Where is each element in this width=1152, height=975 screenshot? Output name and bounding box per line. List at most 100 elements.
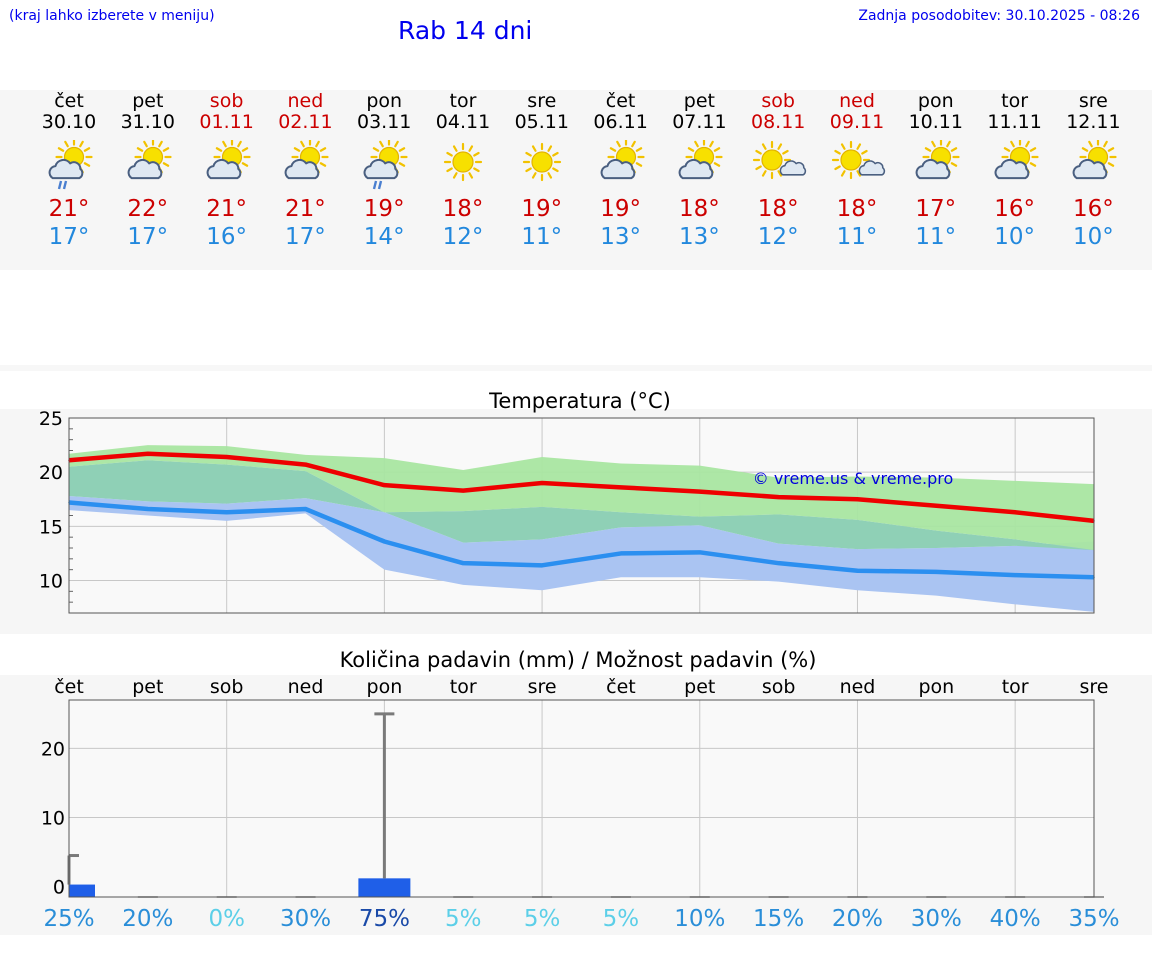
day-column: čet 06.11 19° 13° (581, 90, 661, 251)
max-temp-point (856, 498, 859, 501)
temp-max: 18° (836, 196, 878, 222)
min-temp-point (462, 562, 465, 564)
min-temp-point (304, 508, 307, 510)
min-temp-point (1014, 574, 1016, 576)
max-temp-point (1014, 511, 1016, 514)
day-column: sre 12.11 16° 10° (1053, 90, 1133, 251)
day-name: pon (366, 90, 403, 112)
band-overlap (69, 460, 1094, 551)
min-temp-point (777, 562, 780, 564)
day-date: 31.10 (120, 111, 175, 133)
y-tick-label: 0 (53, 877, 65, 899)
y-tick-label: 15 (39, 516, 63, 538)
precip-probability: 20% (122, 906, 173, 932)
x-category-label: sob (210, 676, 244, 698)
sun-small-cloud-icon (817, 140, 897, 192)
precip-probability: 5% (524, 906, 561, 932)
day-date: 11.11 (987, 111, 1042, 133)
y-tick-label: 10 (41, 808, 65, 830)
precip-probability: 5% (445, 906, 482, 932)
min-temp-point (935, 571, 938, 573)
page-title: Rab 14 dni (398, 16, 533, 45)
temp-max: 19° (600, 196, 641, 222)
x-category-label: pon (918, 676, 954, 698)
x-category-label: tor (450, 676, 477, 698)
sun-icon (423, 140, 503, 192)
temp-min: 14° (363, 224, 405, 250)
temp-max: 16° (1073, 196, 1114, 222)
plot-frame (68, 699, 1095, 898)
y-tick-label: 20 (41, 738, 65, 760)
sun-cloud-icon (659, 138, 739, 192)
precip-probability: 30% (911, 906, 962, 932)
temp-max: 18° (442, 196, 484, 222)
x-category-label: pon (367, 676, 403, 698)
day-date: 09.11 (829, 111, 885, 133)
x-category-label: čet (54, 676, 84, 698)
sun-cloud-rain-icon (29, 138, 109, 192)
day-date: 30.10 (41, 111, 97, 133)
day-column: ned 02.11 21° 17° (265, 90, 345, 251)
precip-bar (69, 884, 95, 897)
temp-min: 10° (994, 224, 1035, 250)
day-column: pet 07.11 18° 13° (659, 90, 739, 251)
max-temp-point (147, 452, 149, 455)
sun-icon (502, 140, 582, 192)
max-temp-point (620, 486, 622, 489)
y-tick-label: 20 (39, 462, 63, 484)
location-hint[interactable]: (kraj lahko izberete v meniju) (9, 8, 215, 24)
sun-cloud-rain-icon (344, 138, 424, 192)
day-date: 03.11 (356, 111, 412, 133)
max-temp-point (935, 504, 938, 507)
day-column: pon 10.11 17° 11° (896, 90, 976, 251)
temp-max: 19° (521, 196, 563, 222)
forecast-strip: čet 30.10 21° 17° pet 31.10 22° 17° sob 01.11 21° 1… (0, 90, 1152, 270)
min-temp-point (541, 564, 543, 567)
day-column: tor 11.11 16° 10° (975, 90, 1055, 251)
temp-min: 12° (757, 224, 799, 250)
day-date: 05.11 (514, 111, 569, 133)
x-category-label: čet (606, 676, 636, 698)
max-temp-point (462, 489, 465, 492)
max-temp-point (777, 496, 780, 498)
min-temp-point (147, 508, 149, 510)
sun-cloud-icon (265, 138, 345, 192)
temp-min: 16° (206, 224, 247, 250)
day-name: sre (527, 90, 557, 112)
x-category-label: sre (1080, 676, 1109, 698)
plot-area (69, 700, 1094, 897)
temp-max: 21° (206, 196, 247, 222)
temp-min: 13° (600, 224, 641, 250)
day-date: 10.11 (908, 111, 963, 133)
temperature-chart-title: Temperatura (°C) (488, 389, 671, 413)
day-name: tor (449, 90, 477, 112)
day-name: pet (132, 90, 164, 112)
day-name: čet (54, 90, 84, 112)
day-name: pet (683, 90, 715, 112)
day-name: pon (917, 90, 954, 112)
day-date: 01.11 (199, 111, 254, 133)
min-temp-point (698, 551, 701, 554)
precip-probability: 10% (674, 906, 725, 932)
x-category-label: sob (762, 676, 796, 698)
min-temp-point (620, 552, 622, 555)
x-category-label: pet (132, 676, 163, 698)
temp-min: 17° (48, 224, 90, 250)
temp-max: 19° (363, 196, 405, 222)
precip-probability: 15% (753, 906, 804, 932)
day-date: 06.11 (593, 111, 648, 133)
day-column: ned 09.11 18° 11° (817, 90, 897, 251)
temp-min: 12° (442, 224, 484, 250)
max-temp-point (541, 482, 543, 484)
precipitation-chart-title: Količina padavin (mm) / Možnost padavin … (340, 648, 817, 672)
x-category-label: ned (288, 676, 324, 698)
sun-small-cloud-icon (738, 140, 818, 192)
day-name: sob (761, 90, 795, 112)
plot-frame (68, 417, 1095, 614)
day-date: 04.11 (435, 111, 491, 133)
x-category-label: tor (1002, 676, 1029, 698)
sun-cloud-icon (1053, 138, 1133, 192)
precip-probability: 25% (43, 906, 94, 932)
last-updated: Zadnja posodobitev: 30.10.2025 - 08:26 (858, 8, 1140, 24)
